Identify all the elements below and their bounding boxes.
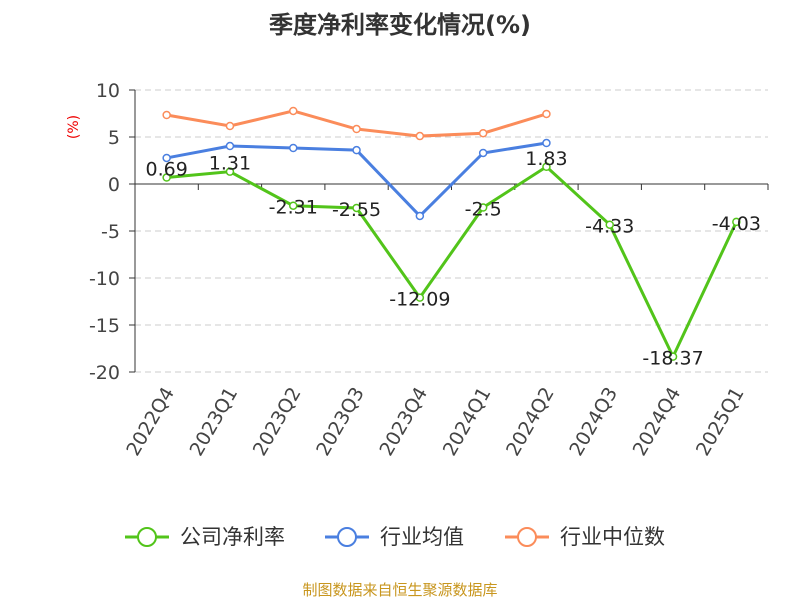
data-point	[162, 153, 171, 163]
x-tick-label: 2024Q1	[439, 384, 496, 460]
data-label: 1.31	[209, 153, 251, 175]
data-label: -2.5	[465, 199, 502, 221]
footer-source: 制图数据来自恒生聚源数据库	[302, 581, 497, 599]
data-point	[225, 141, 235, 151]
x-tick-label: 2022Q4	[122, 384, 179, 460]
y-axis-label: (%)	[66, 115, 82, 139]
x-tick-label: 2024Q4	[629, 384, 686, 460]
data-point	[542, 138, 551, 148]
y-tick-label: -20	[89, 362, 120, 384]
data-label: 1.83	[525, 148, 567, 170]
data-point	[352, 203, 361, 213]
data-point	[478, 128, 488, 138]
x-tick-label: 2023Q1	[186, 384, 243, 460]
legend-label: 行业中位数	[560, 525, 665, 549]
data-label: -2.55	[332, 199, 381, 221]
y-tick-label: -5	[101, 221, 120, 243]
x-tick-label: 2024Q2	[502, 384, 559, 460]
legend-marker-icon	[337, 527, 357, 547]
data-point	[225, 167, 235, 176]
data-point	[162, 173, 171, 182]
data-point	[289, 201, 298, 210]
data-point	[352, 124, 361, 134]
data-point	[605, 220, 614, 229]
legend-label: 公司净利率	[180, 525, 285, 549]
y-tick-label: 10	[96, 80, 120, 102]
data-point	[668, 352, 678, 361]
chart-title: 季度净利率变化情况(%)	[269, 11, 531, 39]
y-tick-label: 5	[108, 127, 120, 149]
data-label: -2.31	[269, 197, 318, 219]
data-label: -4.33	[585, 216, 634, 238]
data-point	[289, 143, 298, 153]
data-point	[542, 162, 551, 172]
x-tick-label: 2023Q3	[312, 384, 369, 460]
data-point	[289, 106, 298, 116]
legend-label: 行业均值	[380, 525, 464, 549]
data-point	[478, 203, 488, 212]
y-tick-label: -15	[89, 315, 120, 337]
data-label: -12.09	[389, 289, 450, 311]
data-point	[352, 145, 361, 155]
data-label: 0.69	[145, 159, 187, 181]
y-tick-label: 0	[108, 174, 120, 196]
data-point	[225, 121, 235, 131]
x-tick-label: 2025Q1	[692, 384, 749, 460]
data-label: -18.37	[642, 348, 703, 370]
data-label: -4.03	[712, 213, 761, 235]
x-tick-label: 2023Q2	[249, 384, 306, 460]
data-point	[415, 131, 425, 141]
legend-marker-icon	[517, 527, 537, 547]
data-point	[162, 110, 171, 120]
data-point	[732, 217, 741, 227]
x-tick-label: 2023Q4	[375, 384, 432, 460]
data-point	[415, 211, 425, 221]
data-point	[415, 293, 425, 302]
series-line-公司净利率	[166, 164, 738, 361]
data-point	[478, 148, 488, 158]
y-tick-label: -10	[89, 268, 120, 290]
x-tick-label: 2024Q3	[565, 384, 622, 460]
legend-marker-icon	[137, 527, 157, 547]
data-point	[542, 109, 551, 119]
